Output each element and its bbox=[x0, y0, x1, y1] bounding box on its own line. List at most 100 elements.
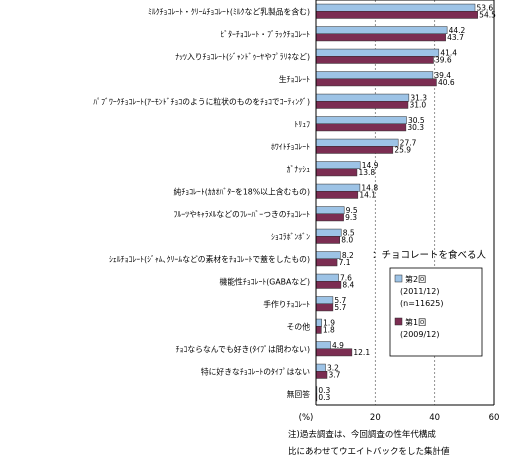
data-label: 3.2 bbox=[327, 363, 339, 372]
category-label: ﾎﾜｲﾄﾁｮｺﾚｰﾄ bbox=[271, 142, 310, 151]
x-tick-label: 40 bbox=[429, 413, 440, 423]
data-label: 9.3 bbox=[345, 213, 357, 222]
bar-series-2011 bbox=[315, 161, 361, 170]
bar-series-2011 bbox=[315, 138, 399, 147]
bar-series-2009 bbox=[315, 33, 446, 42]
x-tick-label: 60 bbox=[489, 413, 500, 423]
data-label: 7.1 bbox=[339, 258, 351, 267]
data-label: 1.8 bbox=[323, 326, 335, 335]
data-label: 53.6 bbox=[477, 3, 494, 12]
bar-series-2009 bbox=[315, 146, 394, 154]
bar-series-2009 bbox=[315, 191, 359, 199]
bar-series-2011 bbox=[315, 363, 326, 372]
legend-swatch bbox=[394, 274, 403, 283]
category-label: ｼｪﾙﾁｮｺﾚｰﾄ(ｼﾞｬﾑ､ｸﾘｰﾑなどの素材をﾁｮｺﾚｰﾄで蓋をしたもの) bbox=[109, 254, 310, 264]
bar-series-2009 bbox=[315, 213, 344, 222]
bar-series-2011 bbox=[315, 273, 339, 282]
category-label: 手作りﾁｮｺﾚｰﾄ bbox=[263, 299, 310, 309]
footnote-line: 比にあわせてウエイトバックをした集計値 bbox=[288, 446, 450, 457]
bar-series-2011 bbox=[315, 206, 345, 215]
data-label: 8.2 bbox=[342, 251, 354, 260]
category-label: ｶﾞﾅｯｼｭ bbox=[287, 165, 310, 174]
bar-series-2009 bbox=[315, 303, 334, 312]
bar-series-2009 bbox=[315, 56, 434, 64]
category-label: ﾊﾟﾌﾞﾜｰｸﾁｮｺﾚｰﾄ(ｱｰﾓﾝﾄﾞﾁｮｺのように粒状のものをﾁｮｺでｺｰﾃ… bbox=[93, 96, 310, 106]
category-label: ﾐﾙｸﾁｮｺﾚｰﾄ・ｸﾘｰﾑﾁｮｺﾚｰﾄ(ﾐﾙｸなど乳製品を含む) bbox=[148, 6, 310, 16]
category-label: 特に好きなﾁｮｺﾚｰﾄのﾀｲﾌﾟはない bbox=[201, 366, 310, 376]
bar-series-2009 bbox=[315, 78, 437, 87]
bar-series-2011 bbox=[315, 341, 331, 349]
category-label: ﾋﾞﾀｰﾁｮｺﾚｰﾄ・ﾌﾞﾗｯｸﾁｮｺﾚｰﾄ bbox=[220, 30, 310, 39]
bar-series-2009 bbox=[315, 281, 342, 289]
data-label: 0.3 bbox=[318, 386, 330, 395]
data-label: 8.4 bbox=[342, 281, 354, 290]
category-label: その他 bbox=[287, 321, 311, 331]
data-label: 39.6 bbox=[435, 56, 452, 65]
data-label: 27.7 bbox=[400, 138, 417, 147]
category-label: 無回答 bbox=[287, 389, 311, 399]
data-label: 44.2 bbox=[449, 26, 466, 35]
data-label: 31.3 bbox=[410, 93, 427, 102]
data-label: 30.5 bbox=[408, 116, 425, 125]
data-label: 14.1 bbox=[359, 191, 376, 200]
footnote-line: 注)過去調査は、今回調査の性年代構成 bbox=[288, 429, 436, 440]
bar-series-2011 bbox=[315, 3, 476, 12]
bar-series-2011 bbox=[315, 26, 448, 34]
category-label: ﾌﾙｰﾂやｷｬﾗﾒﾙなどのﾌﾚｰﾊﾞｰつきのﾁｮｺﾚｰﾄ bbox=[174, 210, 311, 219]
data-label: 43.7 bbox=[447, 33, 464, 42]
bar-series-2011 bbox=[315, 48, 440, 57]
legend-box bbox=[389, 267, 483, 357]
legend-title: ：チョコレートを食べる人 bbox=[372, 249, 487, 261]
data-label: 41.4 bbox=[440, 48, 457, 57]
data-label: 54.5 bbox=[479, 11, 496, 20]
category-label: 生ﾁｮｺﾚｰﾄ bbox=[279, 74, 310, 84]
data-label: 8.5 bbox=[343, 228, 355, 237]
legend-entry-text: (n=11625) bbox=[400, 299, 443, 308]
data-label: 14.9 bbox=[362, 161, 379, 170]
bar-series-2011 bbox=[315, 228, 342, 237]
legend-entry-text: 第2回 bbox=[405, 274, 426, 284]
data-label: 25.9 bbox=[394, 146, 411, 155]
legend-entry-text: (2009/12) bbox=[400, 330, 439, 339]
x-axis-label: (%) bbox=[299, 413, 314, 423]
bar-series-2009 bbox=[315, 101, 409, 109]
data-label: 31.0 bbox=[409, 101, 426, 110]
data-label: 13.8 bbox=[358, 168, 375, 177]
bar-series-2009 bbox=[315, 11, 478, 19]
data-label: 39.4 bbox=[434, 71, 451, 80]
data-label: 5.7 bbox=[334, 296, 346, 305]
bar-series-2009 bbox=[315, 371, 328, 379]
bar-series-2011 bbox=[315, 183, 361, 192]
category-label: ﾁｮｺならなんでも好き(ﾀｲﾌﾟは問わない) bbox=[176, 344, 310, 354]
data-label: 3.7 bbox=[328, 371, 340, 380]
data-label: 4.9 bbox=[332, 341, 344, 350]
bar-series-2009 bbox=[315, 123, 407, 132]
data-label: 5.7 bbox=[334, 303, 346, 312]
bar-series-2011 bbox=[315, 116, 407, 125]
x-tick-label: 20 bbox=[370, 413, 381, 423]
bar-series-2011 bbox=[315, 296, 334, 304]
bar-series-2009 bbox=[315, 348, 353, 357]
category-label: 純ﾁｮｺﾚｰﾄ(ｶｶｵﾊﾞﾀｰを18%以上含むもの) bbox=[174, 186, 310, 196]
data-label: 14.8 bbox=[361, 183, 378, 192]
data-label: 0.3 bbox=[318, 393, 330, 402]
bar-series-2011 bbox=[315, 251, 341, 260]
category-label: ﾄﾘｭﾌ bbox=[294, 120, 310, 129]
legend-entry-text: (2011/12) bbox=[400, 287, 439, 296]
data-label: 40.6 bbox=[438, 78, 455, 87]
bar-series-2009 bbox=[315, 326, 322, 334]
legend-swatch bbox=[394, 317, 403, 326]
data-label: 7.6 bbox=[340, 273, 352, 282]
category-label: ﾅｯﾂ入りﾁｮｺﾚｰﾄ(ｼﾞｬﾝﾄﾞｩｰﾔやﾌﾟﾗﾘﾈなど) bbox=[175, 52, 310, 61]
bar-series-2009 bbox=[315, 258, 338, 267]
bar-series-2009 bbox=[315, 236, 340, 244]
data-label: 9.5 bbox=[346, 206, 358, 215]
data-label: 30.3 bbox=[407, 123, 424, 132]
bar-series-2009 bbox=[315, 168, 358, 177]
bar-series-2011 bbox=[315, 71, 434, 80]
data-label: 8.0 bbox=[341, 236, 353, 245]
plot-area: ﾐﾙｸﾁｮｺﾚｰﾄ・ｸﾘｰﾑﾁｮｺﾚｰﾄ(ﾐﾙｸなど乳製品を含む) 53.654.… bbox=[93, 0, 499, 423]
